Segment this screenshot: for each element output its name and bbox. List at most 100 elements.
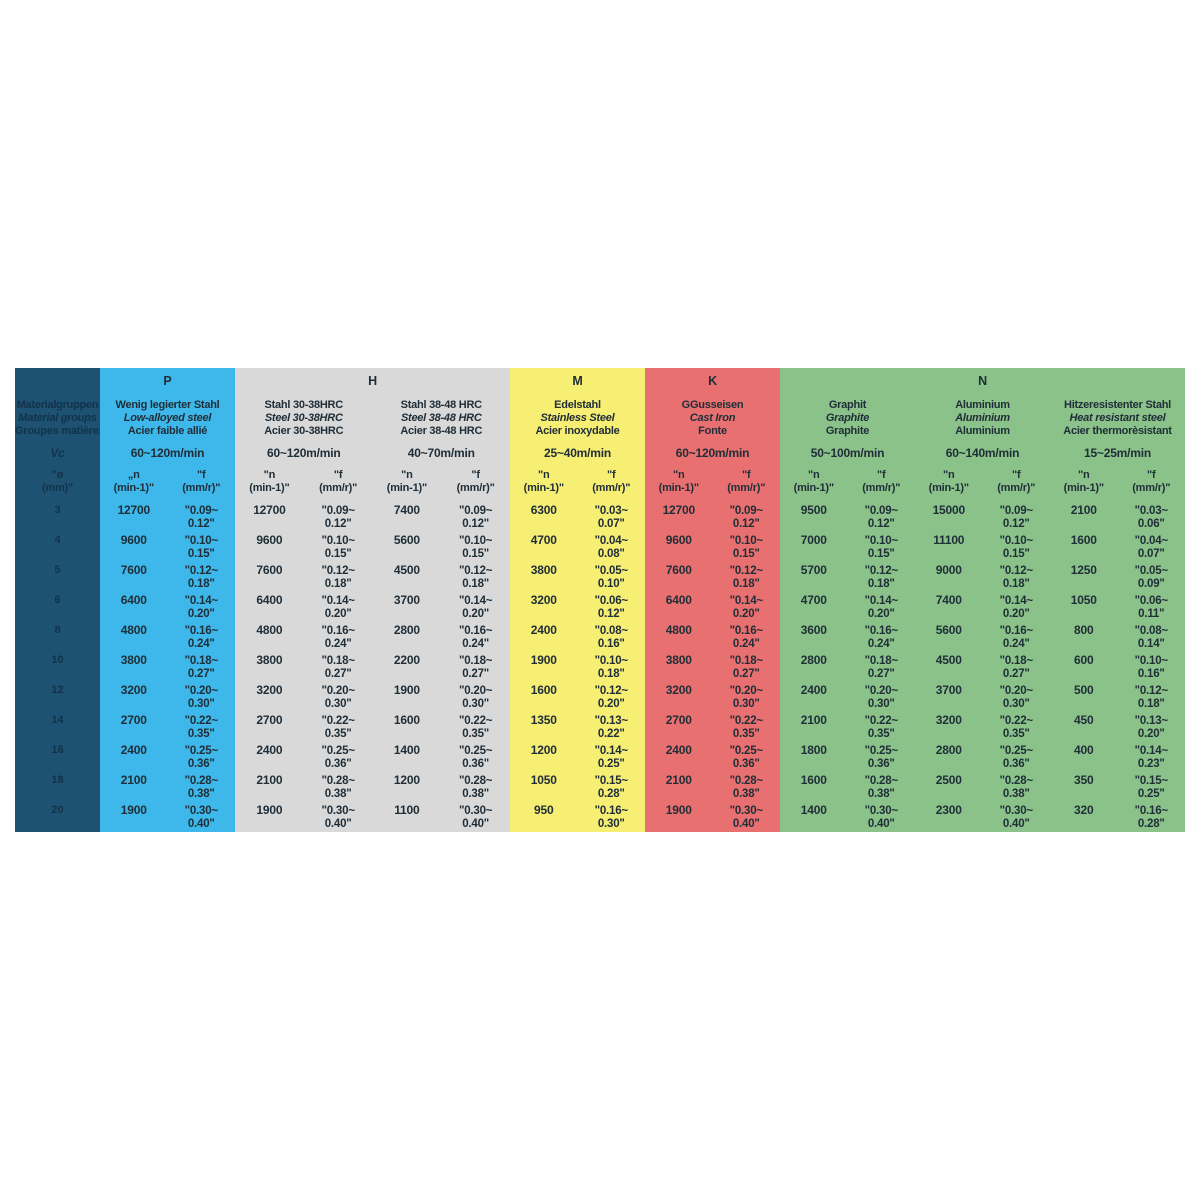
table-row: 1600 "0.28~ 0.38" <box>780 772 915 802</box>
n-value: 9600 <box>665 533 692 547</box>
group-columns-N: Graphit Graphite Graphite 50~100m/min "n (min… <box>780 394 1185 832</box>
n-value: 1200 <box>530 743 557 757</box>
f-value: "0.10~ 0.16" <box>1118 654 1186 682</box>
f-value-line1: "0.16~ <box>1134 805 1169 817</box>
f-value-line2: 0.12" <box>597 608 625 620</box>
f-value: "0.14~ 0.20" <box>168 594 236 622</box>
f-value-line2: 0.38" <box>1002 788 1030 800</box>
f-value-line1: "0.14~ <box>458 595 493 607</box>
n-value: 5600 <box>935 623 962 637</box>
material-name-line: Acier faible allié <box>127 425 208 437</box>
table-row: 9000 "0.12~ 0.18" <box>915 562 1050 592</box>
material-groups-label: Materialgruppen Material groups Groupes ma… <box>15 394 105 442</box>
table-row: 1400 "0.30~ 0.40" <box>780 802 915 832</box>
f-value-line2: 0.27" <box>462 668 490 680</box>
material-name: GGusseisen Cast Iron Fonte <box>645 394 780 442</box>
table-row: 2800 "0.16~ 0.24" <box>373 622 511 652</box>
f-value-line2: 0.18" <box>1137 698 1165 710</box>
f-value: "0.16~ 0.24" <box>168 624 236 652</box>
f-value-line2: 0.40" <box>462 818 490 830</box>
table-row: 1050 "0.15~ 0.28" <box>510 772 645 802</box>
f-header-line: (mm/r)" <box>1132 481 1171 494</box>
f-value-line2: 0.16" <box>597 638 625 650</box>
table-row: 1250 "0.05~ 0.09" <box>1050 562 1185 592</box>
f-value-line1: "0.30~ <box>184 805 219 817</box>
f-value-line2: 0.35" <box>732 728 760 740</box>
material-name-line: Wenig legierter Stahl <box>115 399 220 411</box>
f-value: "0.10~ 0.15" <box>441 534 510 562</box>
n-value: 2400 <box>665 743 692 757</box>
n-value: 4800 <box>256 623 283 637</box>
diameter-value: 20 <box>51 804 64 816</box>
table-row: 12700 "0.09~ 0.12" <box>235 502 373 532</box>
f-value-line2: 0.30" <box>597 818 625 830</box>
f-value-line1: "0.28~ <box>864 775 899 787</box>
f-value-line2: 0.15" <box>187 548 215 560</box>
n-value: 1350 <box>530 713 557 727</box>
material-column: Stahl 30-38HRC Steel 30-38HRC Acier 30-38H… <box>235 394 373 832</box>
n-value: 1400 <box>393 743 420 757</box>
f-value: "0.18~ 0.27" <box>168 654 236 682</box>
table-row: 500 "0.12~ 0.18" <box>1050 682 1185 712</box>
n-value: 2800 <box>935 743 962 757</box>
n-value: 5700 <box>800 563 827 577</box>
f-value-line1: "0.12~ <box>864 565 899 577</box>
f-value-line1: "0.20~ <box>729 685 764 697</box>
f-value: "0.25~ 0.36" <box>713 744 781 772</box>
f-value-line2: 0.12" <box>462 518 490 530</box>
n-value: 320 <box>1074 803 1094 817</box>
table-row: 12700 "0.09~ 0.12" <box>100 502 235 532</box>
f-value: "0.14~ 0.20" <box>441 594 510 622</box>
table-row: 2100 "0.03~ 0.06" <box>1050 502 1185 532</box>
f-value: "0.05~ 0.09" <box>1118 564 1186 592</box>
n-value: 6400 <box>120 593 147 607</box>
material-column: Aluminium Aluminium Aluminium 60~140m/min "n… <box>915 394 1050 832</box>
f-value: "0.12~ 0.18" <box>1118 684 1186 712</box>
f-header: "f (mm/r)" <box>168 469 236 502</box>
f-header-line: "f <box>1012 469 1021 481</box>
f-value: "0.12~ 0.18" <box>304 564 373 592</box>
n-value: 4700 <box>800 593 827 607</box>
f-value: "0.10~ 0.15" <box>168 534 236 562</box>
f-value-line1: "0.22~ <box>729 715 764 727</box>
material-name-line: Heat resistant steel <box>1069 412 1166 424</box>
f-value-line2: 0.12" <box>732 518 760 530</box>
n-value: 1900 <box>530 653 557 667</box>
f-value-line1: "0.22~ <box>999 715 1034 727</box>
n-value: 1900 <box>393 683 420 697</box>
f-value-line2: 0.40" <box>1002 818 1030 830</box>
cutting-speed: 15~25m/min <box>1083 446 1152 460</box>
material-name-line: Aluminium <box>955 399 1010 411</box>
f-value-line1: "0.25~ <box>184 745 219 757</box>
diameter-row: 5 <box>15 562 100 592</box>
n-value: 4500 <box>935 653 962 667</box>
nf-header: "n (min-1)" "f (mm/r)" <box>780 464 915 502</box>
f-value-line2: 0.07" <box>597 518 625 530</box>
f-value-line2: 0.24" <box>462 638 490 650</box>
f-value: "0.12~ 0.18" <box>983 564 1051 592</box>
material-name: Graphit Graphite Graphite <box>780 394 915 442</box>
table-row: 4700 "0.04~ 0.08" <box>510 532 645 562</box>
table-row: 1900 "0.30~ 0.40" <box>645 802 780 832</box>
f-value: "0.14~ 0.20" <box>848 594 916 622</box>
table-row: 2800 "0.25~ 0.36" <box>915 742 1050 772</box>
material-group-M: M Edelstahl Stainless Steel Acier inoxydabl… <box>510 368 645 832</box>
table-row: 2700 "0.22~ 0.35" <box>645 712 780 742</box>
cutting-speed: 60~120m/min <box>266 446 341 460</box>
f-value: "0.25~ 0.36" <box>848 744 916 772</box>
f-value: "0.30~ 0.40" <box>168 804 236 832</box>
vc-label: Vc <box>50 446 65 460</box>
table-row: 4700 "0.14~ 0.20" <box>780 592 915 622</box>
material-column: GGusseisen Cast Iron Fonte 60~120m/min "n (mi… <box>645 394 780 832</box>
f-value-line1: "0.14~ <box>729 595 764 607</box>
n-value: 4800 <box>665 623 692 637</box>
table-row: 4800 "0.16~ 0.24" <box>645 622 780 652</box>
table-row: 4800 "0.16~ 0.24" <box>100 622 235 652</box>
f-value: "0.06~ 0.11" <box>1118 594 1186 622</box>
material-column: Stahl 38-48 HRC Steel 38-48 HRC Acier 38-4… <box>373 394 511 832</box>
table-row: 6400 "0.14~ 0.20" <box>235 592 373 622</box>
table-row: 1400 "0.25~ 0.36" <box>373 742 511 772</box>
f-value-line2: 0.38" <box>324 788 352 800</box>
f-value-line1: "0.12~ <box>999 565 1034 577</box>
table-row: 1600 "0.22~ 0.35" <box>373 712 511 742</box>
